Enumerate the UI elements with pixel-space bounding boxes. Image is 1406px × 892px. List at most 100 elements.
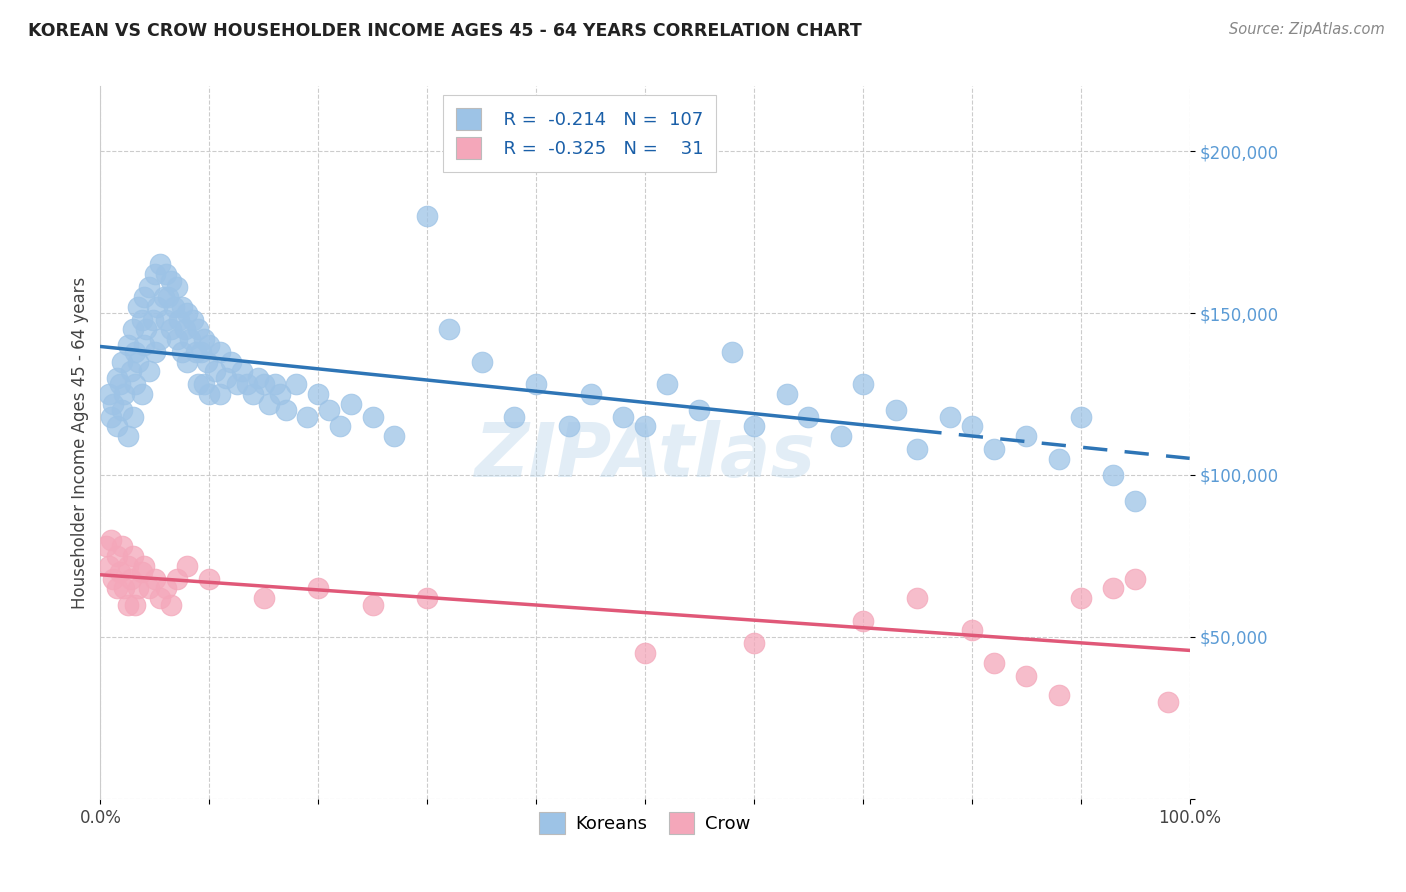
Point [131,312,153,326]
Point [166,332,188,346]
Point [138,582,160,596]
Point [170,300,193,314]
Point [100,533,122,547]
Point [122,409,145,424]
Point [329,419,352,434]
Point [231,364,253,378]
Point [742,636,765,650]
Point [155,267,177,281]
Point [120,364,142,378]
Point [187,322,209,336]
Point [174,322,197,336]
Point [247,371,270,385]
Point [124,345,146,359]
Point [852,377,875,392]
Point [340,397,363,411]
Point [634,419,657,434]
Point [167,312,190,326]
Point [98,387,121,401]
Point [127,582,149,596]
Point [1102,582,1125,596]
Point [198,387,221,401]
Point [204,364,226,378]
Point [112,582,135,596]
Point [634,646,657,660]
Point [143,345,166,359]
Point [884,403,907,417]
Point [269,387,291,401]
Point [166,572,188,586]
Point [111,539,134,553]
Point [135,322,157,336]
Point [187,377,209,392]
Point [127,354,149,368]
Point [105,419,128,434]
Point [688,403,710,417]
Point [190,345,212,359]
Point [797,409,820,424]
Point [112,387,135,401]
Point [253,377,276,392]
Point [416,591,439,605]
Point [1047,451,1070,466]
Point [905,591,928,605]
Point [138,280,160,294]
Point [108,565,131,579]
Point [120,572,142,586]
Point [852,614,875,628]
Point [1015,669,1038,683]
Point [285,377,308,392]
Point [209,387,232,401]
Point [176,354,198,368]
Point [214,371,236,385]
Point [253,591,276,605]
Point [181,312,204,326]
Point [105,582,128,596]
Point [742,419,765,434]
Point [524,377,547,392]
Point [143,572,166,586]
Point [149,332,172,346]
Point [108,377,131,392]
Point [1070,591,1092,605]
Point [146,300,169,314]
Point [612,409,634,424]
Point [155,312,177,326]
Point [105,549,128,563]
Point [176,558,198,573]
Point [186,345,208,359]
Text: KOREAN VS CROW HOUSEHOLDER INCOME AGES 45 - 64 YEARS CORRELATION CHART: KOREAN VS CROW HOUSEHOLDER INCOME AGES 4… [28,22,862,40]
Point [939,409,962,424]
Point [100,409,122,424]
Point [152,290,174,304]
Point [160,598,183,612]
Point [155,582,177,596]
Point [156,290,179,304]
Point [297,409,319,424]
Point [160,274,183,288]
Point [960,419,983,434]
Point [94,539,117,553]
Point [117,558,139,573]
Point [127,300,149,314]
Text: ZIPAtlas: ZIPAtlas [474,420,815,493]
Point [111,354,134,368]
Point [149,591,172,605]
Point [983,656,1005,670]
Point [132,290,155,304]
Point [318,403,340,417]
Point [176,306,198,320]
Point [1070,409,1092,424]
Point [307,387,329,401]
Point [193,377,215,392]
Point [209,345,232,359]
Point [503,409,526,424]
Point [1047,688,1070,702]
Point [117,338,139,352]
Point [198,572,221,586]
Point [166,280,188,294]
Point [122,322,145,336]
Point [117,429,139,443]
Point [170,345,193,359]
Point [775,387,797,401]
